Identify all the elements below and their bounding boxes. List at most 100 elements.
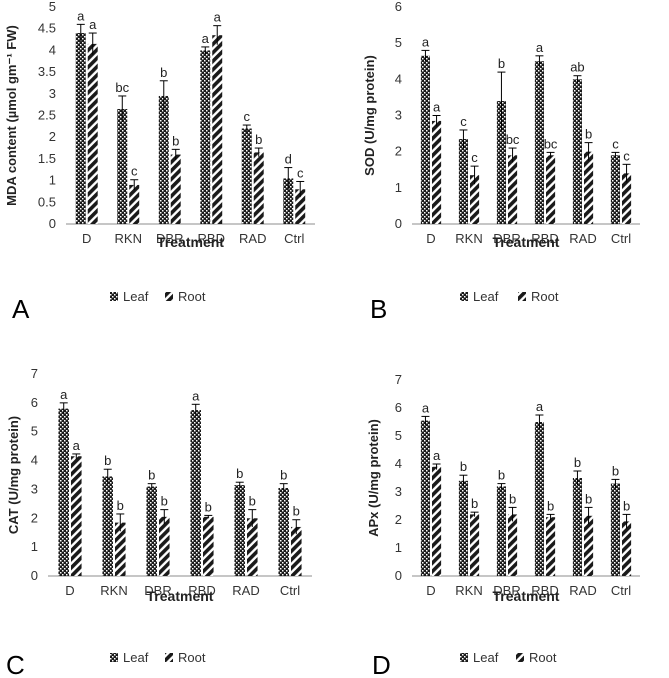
significance-letter: b: [623, 498, 630, 513]
y-axis-label: APx (U/mg protein): [366, 419, 381, 537]
y-tick-label: 7: [395, 372, 402, 387]
y-axis-label: MDA content (µmol gm⁻¹ FW): [4, 25, 19, 206]
significance-letter: bc: [544, 136, 558, 151]
x-tick-label: RAD: [239, 231, 266, 246]
significance-letter: bc: [115, 80, 129, 95]
significance-letter: b: [172, 133, 179, 148]
legend-swatch-leaf: [110, 653, 118, 662]
significance-letter: a: [77, 8, 85, 23]
significance-letter: b: [117, 498, 124, 513]
bar-root: [470, 175, 480, 224]
x-tick-label: RKN: [455, 583, 482, 598]
bar-leaf: [117, 108, 128, 224]
x-tick-label: RBD: [198, 231, 225, 246]
y-tick-label: 0: [395, 568, 402, 583]
legend-label-leaf: Leaf: [473, 650, 499, 665]
bar-root: [622, 173, 632, 224]
bar-root: [203, 516, 214, 576]
legend-label-root: Root: [529, 650, 557, 665]
x-tick-label: DBR: [493, 231, 520, 246]
significance-letter: c: [131, 164, 138, 179]
significance-letter: b: [612, 463, 619, 478]
bar-leaf: [102, 476, 113, 576]
y-tick-label: 4.5: [38, 21, 56, 36]
legend-swatch-leaf: [110, 292, 118, 301]
legend-label-root: Root: [178, 289, 206, 304]
significance-letter: b: [293, 504, 300, 519]
panel-label: C: [6, 650, 25, 678]
x-axis-label: Treatment: [157, 234, 224, 250]
bar-root: [470, 514, 480, 576]
bar-root: [115, 522, 126, 576]
significance-letter: a: [192, 388, 200, 403]
significance-letter: b: [574, 455, 581, 470]
significance-letter: a: [536, 399, 544, 414]
bar-root: [508, 514, 518, 576]
bar-leaf: [420, 55, 430, 225]
significance-letter: c: [471, 150, 478, 165]
x-tick-label: D: [65, 583, 74, 598]
bar-root: [546, 155, 556, 224]
bar-root: [508, 155, 518, 224]
bar-leaf: [534, 422, 544, 576]
x-tick-label: RBD: [531, 583, 558, 598]
y-tick-label: 2: [49, 129, 56, 144]
y-tick-label: 2: [395, 512, 402, 527]
bar-leaf: [610, 155, 620, 224]
significance-letter: b: [205, 499, 212, 514]
x-tick-label: RAD: [569, 583, 596, 598]
y-tick-label: 0: [31, 568, 38, 583]
significance-letter: b: [161, 494, 168, 509]
bar-root: [432, 120, 442, 224]
significance-letter: c: [612, 136, 619, 151]
y-tick-label: 2: [31, 510, 38, 525]
significance-letter: b: [547, 498, 554, 513]
y-tick-label: 1: [395, 180, 402, 195]
y-tick-label: 3.5: [38, 64, 56, 79]
x-tick-label: Ctrl: [611, 231, 631, 246]
x-tick-label: DBR: [144, 583, 171, 598]
significance-letter: a: [433, 448, 441, 463]
y-tick-label: 5: [395, 35, 402, 50]
significance-letter: b: [148, 468, 155, 483]
legend-swatch-root: [165, 292, 173, 301]
x-tick-label: RBD: [531, 231, 558, 246]
bar-leaf: [75, 33, 86, 224]
bar-leaf: [241, 128, 252, 224]
y-tick-label: 3: [395, 108, 402, 123]
significance-letter: a: [422, 400, 430, 415]
bar-root: [170, 154, 181, 224]
x-axis-label: Treatment: [147, 588, 214, 604]
significance-letter: d: [285, 152, 292, 167]
legend-label-leaf: Leaf: [473, 289, 499, 304]
significance-letter: c: [297, 165, 304, 180]
bar-leaf: [458, 480, 468, 576]
bar-leaf: [234, 485, 245, 576]
bar-leaf: [572, 79, 582, 224]
bar-root: [71, 456, 82, 576]
y-tick-label: 5: [395, 428, 402, 443]
x-tick-label: RBD: [188, 583, 215, 598]
bar-leaf: [610, 483, 620, 576]
x-tick-label: D: [82, 231, 91, 246]
significance-letter: a: [60, 387, 68, 402]
bar-root: [584, 515, 594, 576]
y-tick-label: 6: [395, 400, 402, 415]
bar-leaf: [496, 486, 506, 576]
significance-letter: a: [89, 17, 97, 32]
legend-label-root: Root: [178, 650, 206, 665]
y-tick-label: 1: [49, 173, 56, 188]
bar-root: [546, 517, 556, 576]
x-tick-label: RKN: [100, 583, 127, 598]
y-tick-label: 4: [31, 453, 38, 468]
significance-letter: b: [160, 65, 167, 80]
significance-letter: c: [244, 109, 251, 124]
panel-label: D: [372, 650, 391, 678]
legend-label-leaf: Leaf: [123, 289, 149, 304]
legend-swatch-root: [518, 292, 526, 301]
y-tick-label: 5: [49, 0, 56, 14]
y-tick-label: 0: [49, 216, 56, 231]
y-tick-label: 2.5: [38, 108, 56, 123]
